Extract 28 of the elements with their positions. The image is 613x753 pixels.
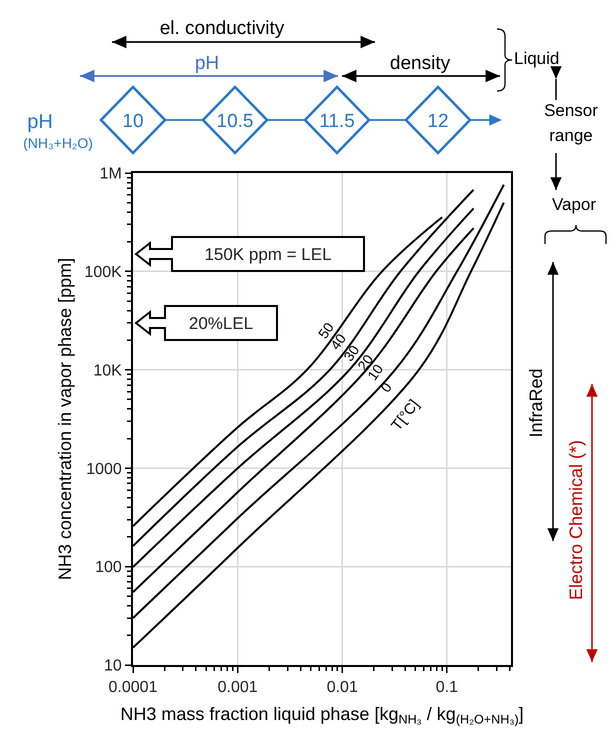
y-tick-label: 1M	[100, 166, 122, 183]
text: density	[390, 53, 451, 74]
text: InfraRed	[526, 368, 546, 438]
text: (NH₃+H₂O)	[23, 135, 93, 151]
text: 12	[427, 111, 449, 132]
y-tick-label: 1000	[86, 460, 122, 478]
x-tick-label: 0.001	[218, 679, 258, 696]
y-tick-label: 100K	[84, 264, 122, 281]
text: 10.5	[216, 111, 254, 132]
x-tick-label: 0.01	[326, 679, 358, 696]
x-tick-label: 0.0001	[108, 679, 158, 696]
text: pH	[27, 111, 53, 133]
text: el. conductivity	[160, 18, 285, 39]
text: Vapor	[552, 195, 596, 214]
text: Sensor range	[543, 100, 599, 147]
annotation: 20%LEL	[188, 314, 254, 333]
text: 11.5	[319, 111, 355, 132]
x-tick-label: 0.1	[436, 679, 458, 696]
y-tick-label: 100	[95, 559, 122, 576]
x-axis-title: NH3 mass fraction liquid phase [kg$_{NH₃}$ / kg$_{(H₂O+NH₃)}$]	[120, 704, 524, 727]
annotation: 150K ppm = LEL	[204, 245, 332, 264]
text: pH	[194, 53, 220, 74]
y-tick-label: 10K	[93, 362, 122, 380]
text: Liquid	[514, 49, 560, 68]
y-axis-title: NH3 concentration in vapor phase [ppm]	[55, 258, 76, 580]
text: Electro Chemical (*)	[566, 440, 586, 600]
text: 10	[122, 111, 144, 132]
y-tick-label: 10	[104, 658, 122, 675]
